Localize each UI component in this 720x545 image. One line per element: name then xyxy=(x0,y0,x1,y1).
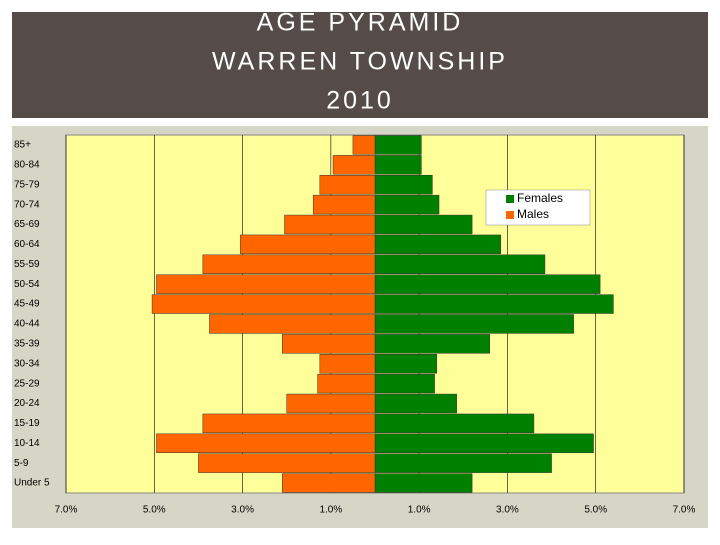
y-tick-label: 45-49 xyxy=(14,299,40,310)
legend-swatch xyxy=(506,195,514,203)
bar xyxy=(374,294,614,314)
x-tick-label: 1.0% xyxy=(319,505,342,516)
y-tick-label: Under 5 xyxy=(14,478,50,489)
y-tick-label: 50-54 xyxy=(14,279,40,290)
bar xyxy=(319,354,376,374)
y-tick-label: 25-29 xyxy=(14,378,40,389)
legend: Females Males xyxy=(485,189,591,226)
bar xyxy=(374,354,438,374)
bar xyxy=(374,413,535,434)
y-tick-label: 10-14 xyxy=(14,438,40,449)
legend-box xyxy=(485,189,591,226)
bar xyxy=(332,155,376,175)
bar xyxy=(284,214,376,235)
bar xyxy=(286,393,376,414)
bars xyxy=(151,135,614,493)
legend-label: Males xyxy=(517,207,549,221)
bar xyxy=(282,334,376,354)
y-tick-label: 55-59 xyxy=(14,259,40,270)
y-tick-label: 40-44 xyxy=(14,319,40,330)
y-tick-label: 85+ xyxy=(14,140,31,151)
bar xyxy=(209,314,376,334)
bar xyxy=(374,314,574,334)
bar xyxy=(282,473,376,493)
y-tick-label: 30-34 xyxy=(14,358,40,369)
y-tick-label: 60-64 xyxy=(14,239,40,250)
bar xyxy=(156,274,376,294)
bar xyxy=(240,234,376,255)
x-tick-label: 1.0% xyxy=(408,505,431,516)
y-tick-label: 5-9 xyxy=(14,458,29,469)
x-tick-label: 7.0% xyxy=(55,505,78,516)
bar xyxy=(198,453,376,473)
legend-label: Females xyxy=(517,191,563,205)
x-tick-label: 3.0% xyxy=(231,505,254,516)
x-tick-label: 7.0% xyxy=(673,505,696,516)
bar xyxy=(374,254,546,274)
bar xyxy=(374,155,422,175)
title-line: WARREN TOWNSHIP xyxy=(212,48,508,76)
bar xyxy=(202,413,376,434)
y-tick-label: 80-84 xyxy=(14,159,40,170)
y-tick-label: 15-19 xyxy=(14,418,40,429)
bar xyxy=(317,373,376,394)
bar xyxy=(374,393,457,414)
labels: 7.0% 5.0% 3.0% 1.0% 1.0% 3.0% 5.0% 7.0% 85+ 80-84… xyxy=(14,140,696,516)
bar xyxy=(151,294,376,314)
y-tick-label: 20-24 xyxy=(14,398,40,409)
y-tick-label: 75-79 xyxy=(14,179,40,190)
bar xyxy=(374,175,433,195)
title-band xyxy=(12,12,708,118)
bar xyxy=(374,274,601,294)
bar xyxy=(319,175,376,195)
bar xyxy=(374,214,473,235)
bar xyxy=(374,433,594,453)
bar xyxy=(374,334,491,354)
x-tick-label: 3.0% xyxy=(496,505,519,516)
title-line: 2010 xyxy=(326,87,394,115)
bar xyxy=(374,194,440,215)
y-tick-label: 70-74 xyxy=(14,199,40,210)
bar xyxy=(374,135,422,155)
title-line: AGE PYRAMID xyxy=(257,9,464,37)
bar xyxy=(374,473,473,493)
grid xyxy=(65,135,685,493)
legend-swatch xyxy=(506,211,514,219)
bar xyxy=(374,373,435,394)
bar xyxy=(352,135,376,155)
bar xyxy=(202,254,376,274)
x-tick-label: 5.0% xyxy=(584,505,607,516)
bar xyxy=(374,234,502,255)
bar xyxy=(156,433,376,453)
y-tick-label: 65-69 xyxy=(14,219,40,230)
bar xyxy=(374,453,552,473)
x-tick-label: 5.0% xyxy=(143,505,166,516)
y-tick-label: 35-39 xyxy=(14,338,40,349)
bar xyxy=(312,194,376,215)
